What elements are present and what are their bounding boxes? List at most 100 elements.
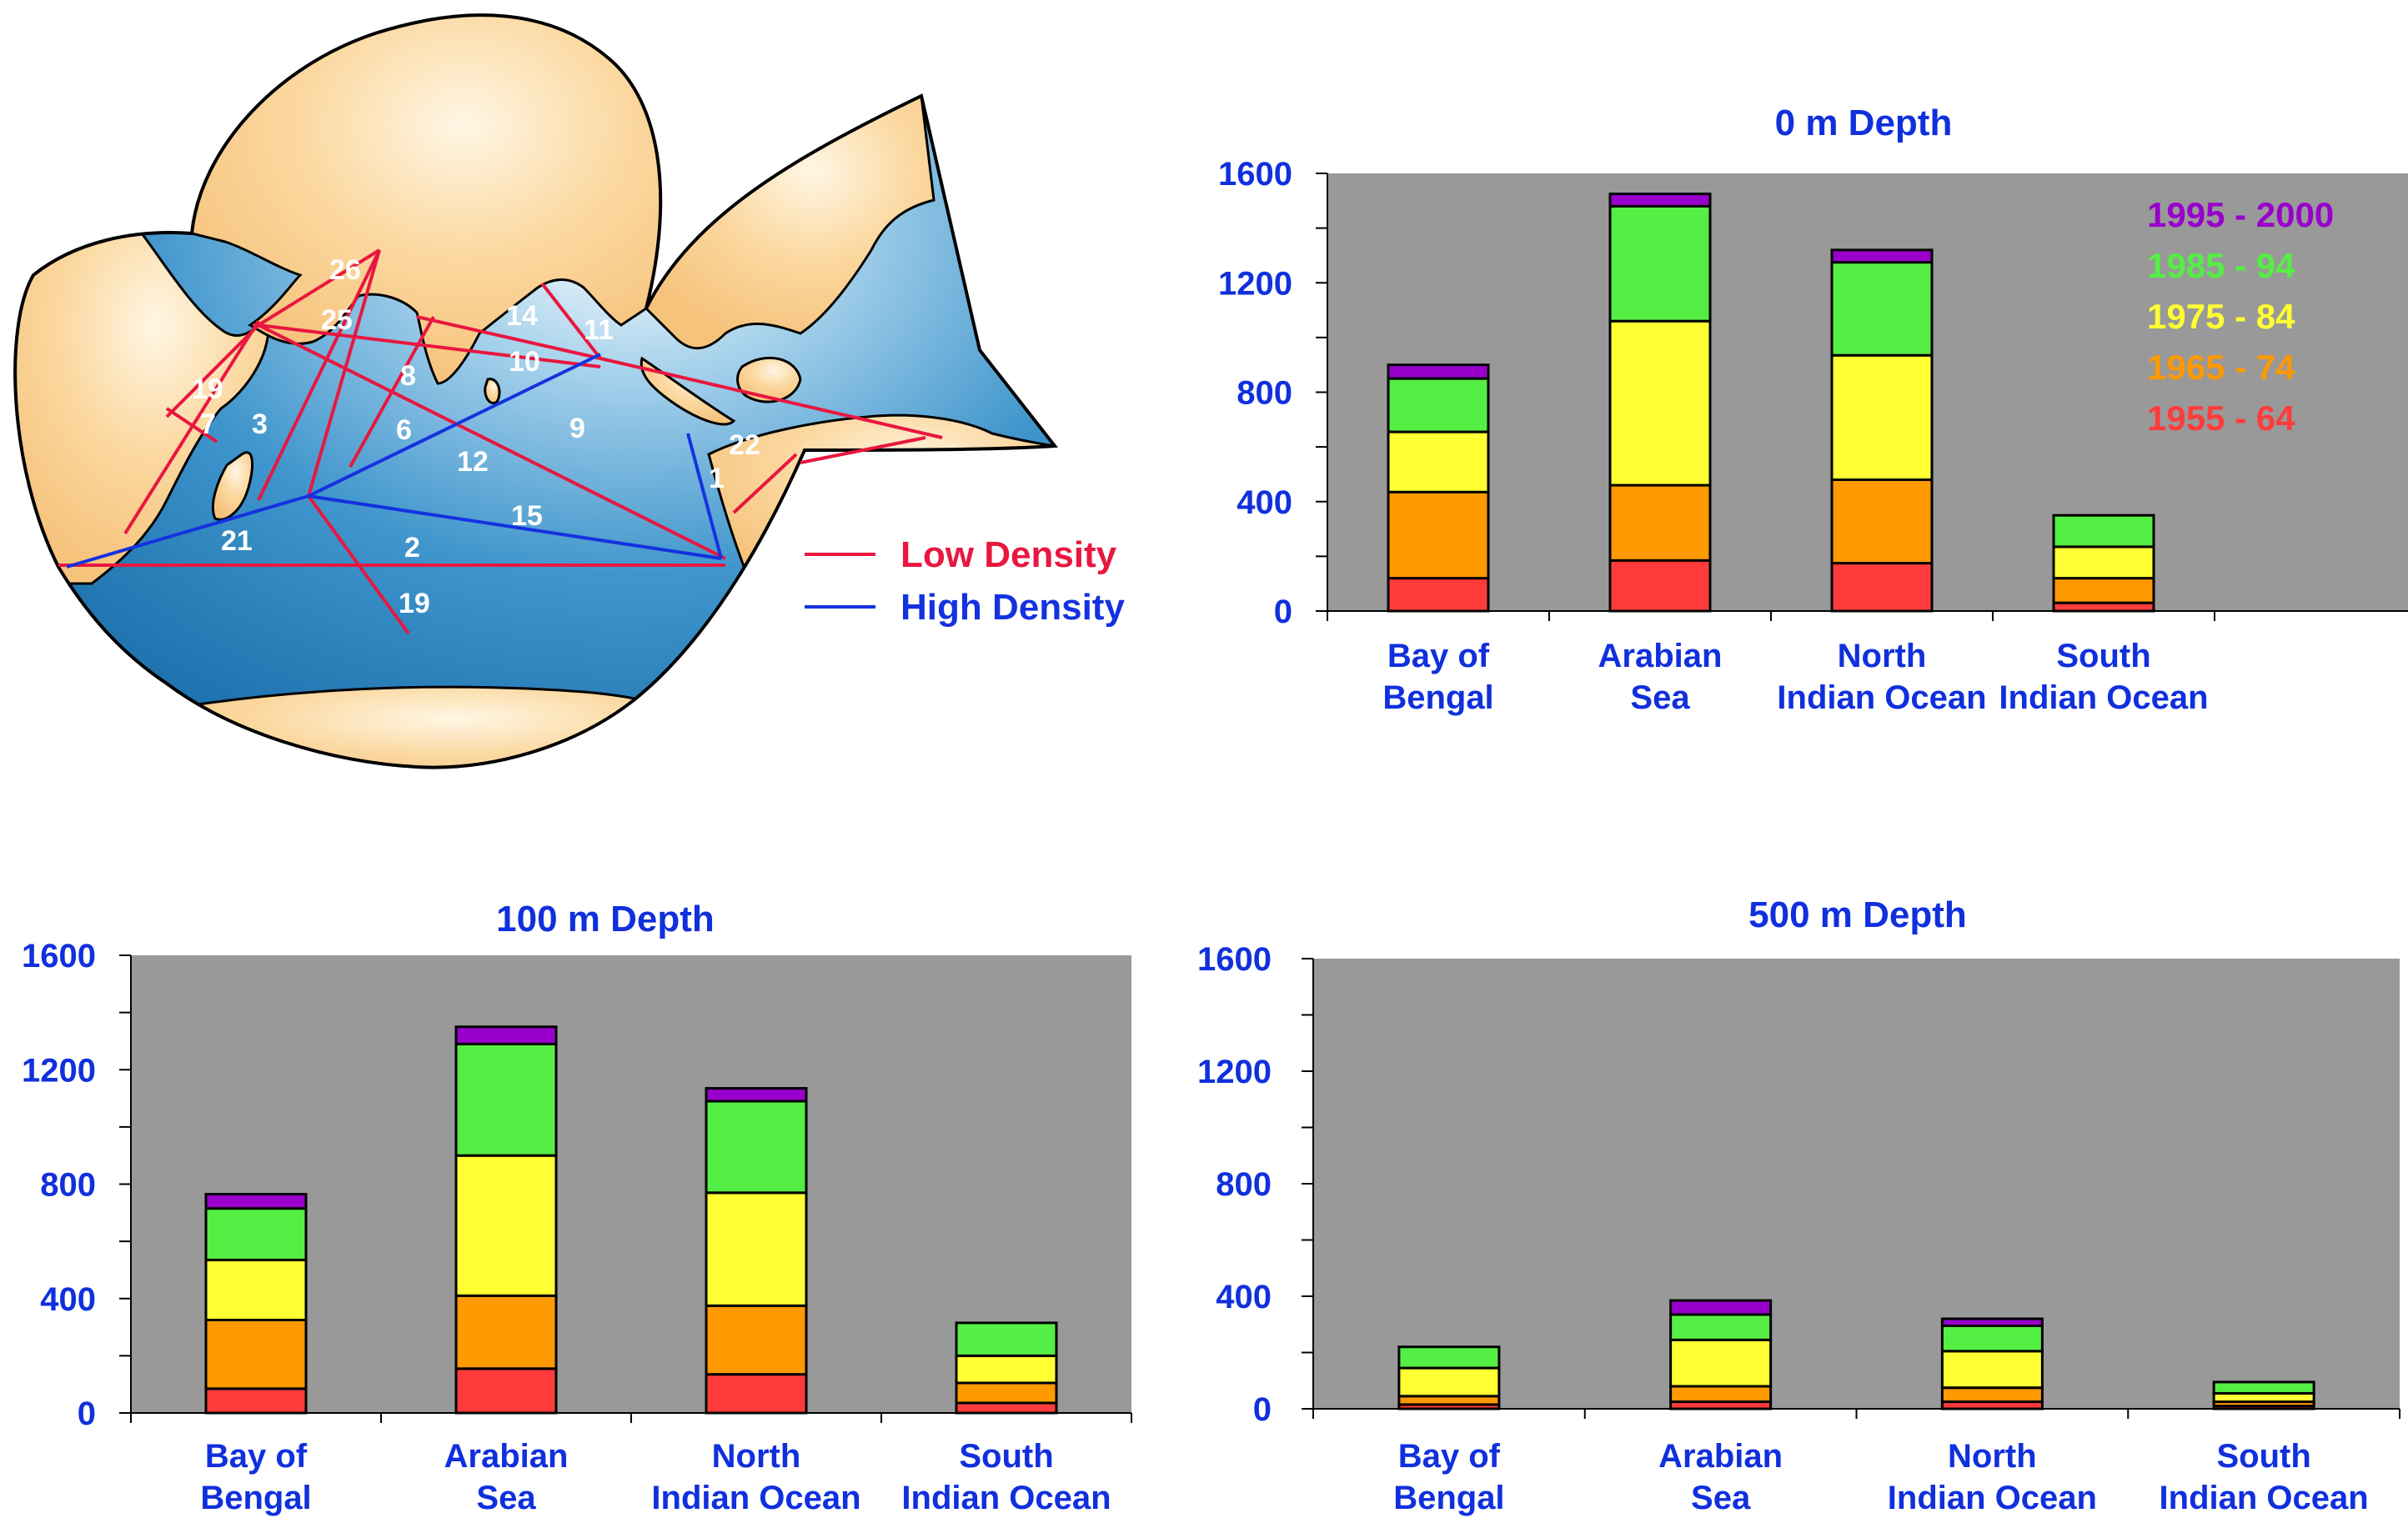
category-label: Bay of bbox=[1398, 1438, 1501, 1475]
route-line bbox=[349, 316, 435, 468]
bar-segment bbox=[705, 1191, 808, 1307]
bar-segment bbox=[2212, 1380, 2315, 1395]
bar-segment bbox=[705, 1087, 808, 1103]
bar-segment bbox=[1830, 261, 1934, 357]
route-number: 14 bbox=[506, 300, 538, 332]
bar-segment bbox=[1387, 377, 1490, 433]
y-tick-label: 0 bbox=[78, 1395, 96, 1432]
bar-segment bbox=[1608, 559, 1712, 613]
bar-segment bbox=[705, 1100, 808, 1195]
route-line bbox=[165, 407, 218, 443]
y-tick-label: 1200 bbox=[1197, 1054, 1272, 1090]
legend-entry: 1985 - 94 bbox=[2147, 246, 2295, 285]
route-line bbox=[257, 248, 381, 327]
route-line bbox=[123, 319, 260, 535]
y-tick-label: 0 bbox=[1274, 594, 1292, 630]
y-tick-label: 400 bbox=[1237, 484, 1292, 521]
bar-segment bbox=[1940, 1350, 2044, 1390]
route-line bbox=[165, 323, 260, 418]
chart-title: 0 m Depth bbox=[1775, 103, 1953, 143]
high-density-label: High Density bbox=[900, 587, 1125, 628]
category-label: North bbox=[1948, 1438, 2037, 1475]
low-density-routes bbox=[58, 248, 943, 635]
bar-segment bbox=[1940, 1317, 2044, 1327]
map-legend: Low Density High Density bbox=[805, 534, 1125, 628]
low-density-label: Low Density bbox=[900, 534, 1117, 575]
category-label: Indian Ocean bbox=[2160, 1480, 2369, 1516]
bar-segment bbox=[1387, 363, 1490, 380]
category-label: Bengal bbox=[1393, 1480, 1504, 1516]
plot-area: 0 400 800 1200 1600 Bay of Bengal Arabian Sea Nor… bbox=[1218, 156, 2408, 716]
route-number: 25 bbox=[321, 304, 353, 336]
bar-segment bbox=[1830, 478, 1934, 565]
bar-segment bbox=[204, 1387, 308, 1415]
bar-segment bbox=[705, 1304, 808, 1376]
bar-segment bbox=[1397, 1345, 1501, 1370]
legend-entry: 1965 - 74 bbox=[2147, 348, 2295, 387]
category-label: South bbox=[2216, 1438, 2310, 1475]
route-number: 3 bbox=[252, 408, 268, 440]
y-tick-label: 400 bbox=[1216, 1279, 1272, 1315]
route-line bbox=[307, 249, 381, 497]
category-label: Sea bbox=[1630, 679, 1690, 716]
category-label: Bengal bbox=[1382, 679, 1493, 716]
chart-title: 100 m Depth bbox=[496, 899, 715, 939]
route-number: 19 bbox=[192, 373, 223, 405]
chart-0m-depth: 0 400 800 1200 1600 Bay of Bengal Arabian Sea Nor… bbox=[1218, 103, 2408, 716]
y-tick-label: 0 bbox=[1253, 1391, 1272, 1428]
route-number: 15 bbox=[511, 500, 543, 532]
category-label: South bbox=[2056, 638, 2150, 674]
bar-segment bbox=[1669, 1299, 1773, 1316]
category-label: Indian Ocean bbox=[1888, 1480, 2097, 1516]
bar-segment bbox=[1669, 1313, 1773, 1341]
bar-segment bbox=[955, 1381, 1058, 1405]
sri-lanka bbox=[484, 378, 501, 404]
category-label: Arabian bbox=[1658, 1438, 1783, 1475]
chart-100m-depth: 0 400 800 1200 1600 Bay of Bengal Arabian Sea Nor… bbox=[22, 899, 1132, 1516]
route-line bbox=[308, 353, 601, 498]
route-number: 10 bbox=[509, 346, 540, 378]
category-label: Sea bbox=[1691, 1480, 1751, 1516]
bar-segment bbox=[1387, 430, 1490, 493]
category-label: Indian Ocean bbox=[651, 1480, 860, 1516]
antarctica bbox=[123, 685, 694, 768]
route-line bbox=[732, 453, 798, 514]
route-line bbox=[307, 494, 410, 635]
bar-segment bbox=[2052, 545, 2155, 580]
madagascar bbox=[211, 451, 253, 521]
bar-segment bbox=[1608, 483, 1712, 562]
bar-segment bbox=[955, 1401, 1058, 1415]
bar-segment bbox=[1830, 353, 1934, 481]
bar-segment bbox=[1940, 1386, 2044, 1404]
y-tick-label: 800 bbox=[1237, 375, 1292, 412]
y-tick-label: 800 bbox=[1216, 1166, 1272, 1203]
y-tick-label: 400 bbox=[40, 1281, 96, 1318]
route-line bbox=[308, 494, 722, 560]
route-number: 22 bbox=[729, 429, 760, 461]
route-line bbox=[800, 436, 926, 464]
bar-segment bbox=[705, 1373, 808, 1415]
category-label: Arabian bbox=[1598, 638, 1723, 674]
route-number: 8 bbox=[400, 360, 416, 392]
category-label: South bbox=[959, 1438, 1053, 1475]
bar-segment bbox=[1397, 1366, 1501, 1398]
plot-background bbox=[1313, 959, 2400, 1409]
bar-segment bbox=[1608, 204, 1712, 323]
route-line bbox=[416, 315, 601, 360]
legend-entry: 1955 - 64 bbox=[2147, 398, 2295, 438]
route-number: 2 bbox=[404, 532, 420, 564]
bar-segment bbox=[204, 1318, 308, 1390]
chart-title: 500 m Depth bbox=[1748, 894, 1967, 935]
category-label: Indian Ocean bbox=[901, 1480, 1111, 1516]
category-label: Bengal bbox=[200, 1480, 311, 1516]
category-label: Indian Ocean bbox=[1777, 679, 1986, 716]
bar-segment bbox=[1387, 577, 1490, 613]
africa-landmass bbox=[15, 215, 270, 585]
y-tick-label: 1600 bbox=[22, 938, 96, 974]
category-label: Bay of bbox=[205, 1438, 308, 1475]
bar-segment bbox=[2052, 577, 2155, 604]
route-number: 11 bbox=[584, 314, 614, 346]
route-number: 19 bbox=[399, 588, 430, 619]
route-number: 6 bbox=[396, 414, 412, 446]
